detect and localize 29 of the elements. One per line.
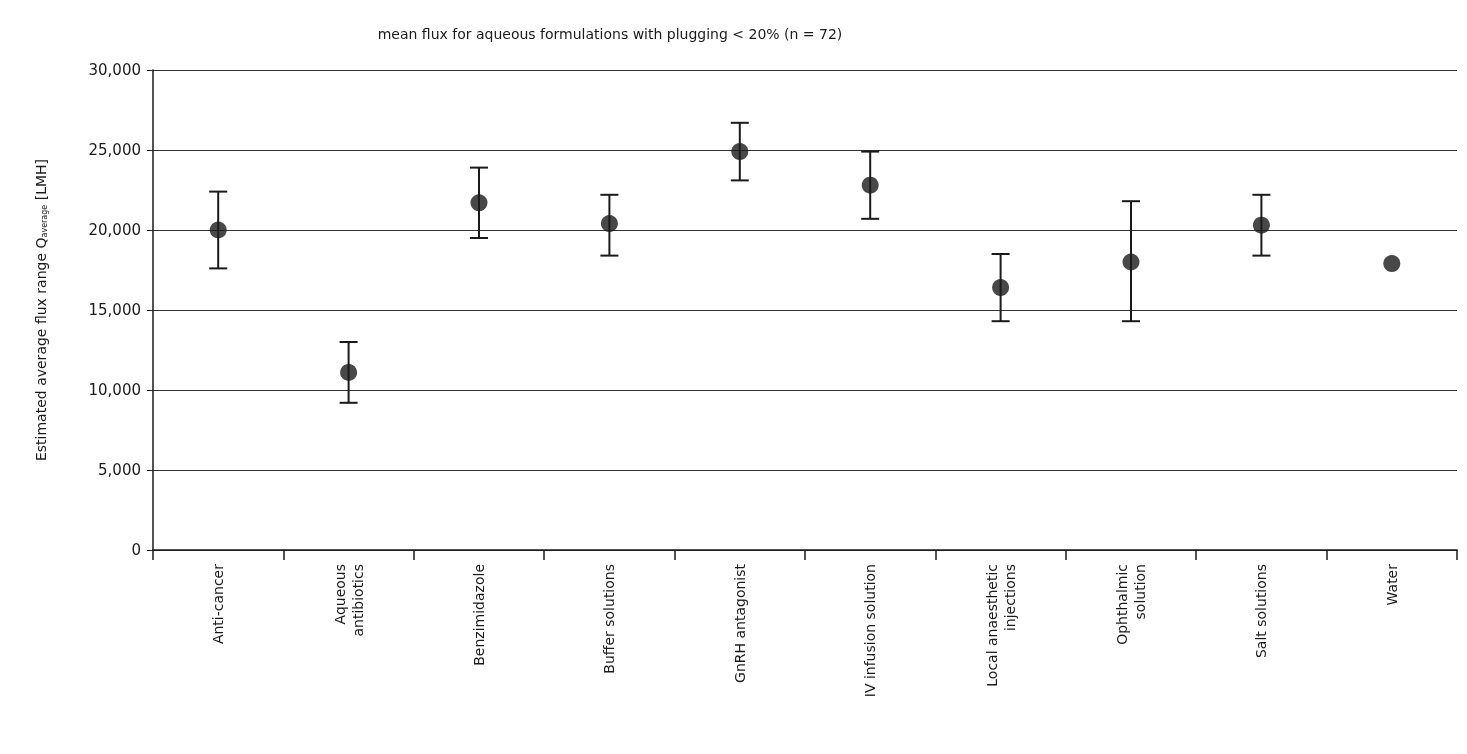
y-tick-label: 25,000 — [88, 141, 141, 159]
x-tick-label: Ophthalmic solution — [1114, 564, 1148, 645]
y-tick-label: 5,000 — [98, 461, 141, 479]
x-tick-label: Salt solutions — [1253, 564, 1270, 659]
x-tick-label: Local anaesthetic injections — [983, 564, 1018, 687]
x-tick-label: Water — [1383, 563, 1400, 606]
x-tick-label: Anti-cancer — [210, 563, 227, 645]
x-tick-label: Aqueous antibiotics — [331, 564, 366, 637]
point — [600, 215, 618, 233]
point — [731, 143, 749, 161]
x-tick-label: Benzimidazole — [471, 564, 487, 666]
chart-title: mean flux for aqueous formulations with plugging < 20% (n = 72) — [377, 26, 843, 42]
point — [1252, 216, 1270, 234]
point — [340, 363, 358, 381]
point — [470, 194, 488, 212]
point — [992, 279, 1010, 297]
y-tick-label: 10,000 — [88, 381, 141, 399]
point — [1383, 255, 1401, 273]
y-tick-label: 30,000 — [88, 61, 141, 79]
y-tick-label: 0 — [131, 541, 141, 559]
y-tick-label: 15,000 — [88, 301, 141, 319]
x-tick-label: Buffer solutions — [601, 564, 618, 674]
point — [209, 221, 227, 239]
point — [861, 176, 879, 194]
x-tick-label: IV infusion solution — [862, 564, 879, 698]
y-axis-title: Estimated average flux range Qaverage [LMH] — [33, 158, 49, 462]
x-tick-label: GnRH antagonist — [731, 563, 748, 683]
y-tick-label: 20,000 — [88, 221, 141, 239]
point — [1122, 253, 1140, 271]
